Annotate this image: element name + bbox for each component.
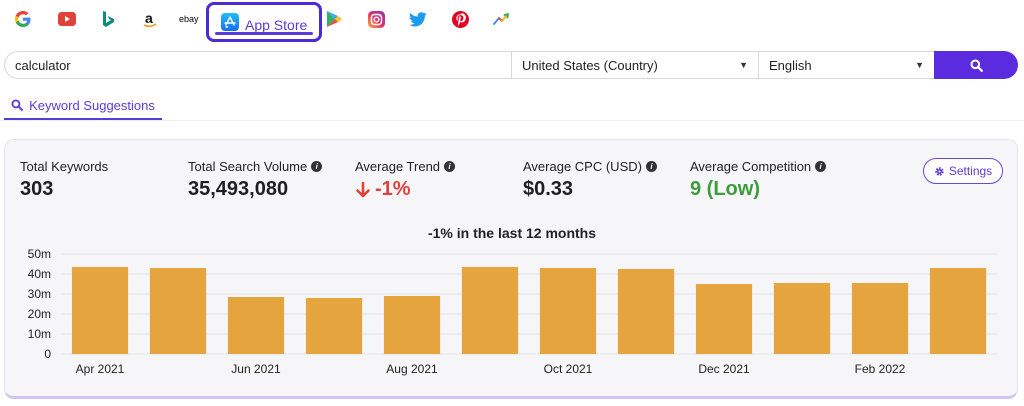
search-icon: [11, 99, 24, 111]
stat-total-keywords: Total Keywords 303: [20, 159, 108, 201]
language-select-value: English: [769, 57, 812, 73]
chevron-down-icon: ▼: [739, 60, 748, 70]
bar[interactable]: [929, 268, 987, 354]
search-volume-chart: 0 10m 20m 30m 40m 50m Apr 2021 Jun 2021 Aug 202…: [28, 247, 997, 376]
bar[interactable]: [851, 283, 909, 354]
x-tick-label: Dec 2021: [698, 362, 750, 376]
info-icon[interactable]: i: [645, 161, 657, 172]
tab-keyword-suggestions-label: Keyword Suggestions: [29, 97, 155, 113]
country-select[interactable]: United States (Country) ▼: [511, 51, 758, 79]
bar[interactable]: [695, 284, 753, 354]
arrow-down-icon: [356, 181, 370, 197]
search-button[interactable]: [934, 51, 1018, 79]
tab-divider: [0, 120, 1024, 121]
chart-title: -1% in the last 12 months: [427, 225, 597, 241]
stat-label: Average Competition: [690, 159, 812, 174]
app-store-label: App Store: [245, 16, 308, 33]
x-tick-label: Oct 2021: [544, 362, 593, 376]
y-tick-label: 0: [44, 347, 51, 361]
bar[interactable]: [383, 296, 441, 354]
stat-average-competition: Average Competition i 9 (Low): [690, 159, 827, 201]
pinterest-icon[interactable]: [449, 8, 471, 30]
info-icon[interactable]: i: [444, 161, 456, 172]
svg-text:a: a: [145, 10, 153, 26]
keyword-input[interactable]: [4, 51, 511, 79]
bar[interactable]: [461, 267, 519, 354]
ebay-icon[interactable]: ebay: [178, 8, 204, 30]
trends-icon[interactable]: [491, 8, 513, 30]
y-tick-label: 40m: [28, 267, 51, 281]
overview-card: Total Keywords 303 Total Search Volume i…: [4, 139, 1018, 399]
source-bar: a ebay App Store: [0, 0, 1024, 42]
info-icon[interactable]: i: [311, 161, 323, 172]
x-tick-label: Aug 2021: [386, 362, 438, 376]
bar[interactable]: [71, 267, 129, 354]
info-icon[interactable]: i: [815, 161, 827, 172]
stat-label: Average CPC (USD): [523, 159, 642, 174]
x-tick-label: Jun 2021: [231, 362, 281, 376]
stat-value: 9 (Low): [690, 178, 760, 200]
active-tab-underline: [4, 118, 162, 120]
google-icon[interactable]: [12, 8, 34, 30]
language-select[interactable]: English ▼: [758, 51, 934, 79]
stat-total-search-volume: Total Search Volume i 35,493,080: [188, 159, 323, 201]
stat-average-trend: Average Trend i -1%: [355, 159, 456, 201]
stat-value: 303: [20, 178, 54, 200]
bar[interactable]: [227, 297, 285, 354]
bar[interactable]: [617, 269, 675, 354]
y-tick-label: 50m: [28, 247, 51, 261]
x-tick-label: Apr 2021: [76, 362, 125, 376]
stat-value: 35,493,080: [188, 178, 289, 200]
bar[interactable]: [305, 298, 363, 354]
instagram-icon[interactable]: [365, 8, 387, 30]
settings-button-label: Settings: [948, 164, 993, 178]
chevron-down-icon: ▼: [915, 60, 924, 70]
y-tick-label: 20m: [28, 307, 51, 321]
stat-label: Total Search Volume: [188, 159, 308, 174]
country-select-value: United States (Country): [522, 57, 658, 73]
youtube-icon[interactable]: [56, 8, 78, 30]
x-tick-label: Feb 2022: [855, 362, 906, 376]
amazon-icon[interactable]: a: [139, 8, 161, 30]
play-store-icon[interactable]: [323, 8, 345, 30]
y-tick-label: 30m: [28, 287, 51, 301]
settings-button[interactable]: Settings: [923, 158, 1003, 184]
stat-label: Average Trend: [355, 159, 441, 174]
source-tab-app-store[interactable]: App Store: [206, 2, 322, 42]
bar[interactable]: [149, 268, 207, 354]
active-source-underline: [215, 32, 313, 35]
bar[interactable]: [539, 268, 597, 354]
stat-value: $0.33: [523, 178, 574, 200]
stat-label: Total Keywords: [20, 159, 109, 174]
stat-average-cpc: Average CPC (USD) i $0.33: [523, 159, 657, 201]
stat-value: -1%: [375, 178, 411, 200]
bar[interactable]: [773, 283, 831, 354]
y-tick-label: 10m: [28, 327, 51, 341]
bing-icon[interactable]: [97, 8, 119, 30]
ebay-logo-text: ebay: [179, 14, 199, 24]
search-bar: United States (Country) ▼ English ▼: [4, 51, 1018, 79]
app-store-icon: [221, 13, 239, 36]
twitter-icon[interactable]: [407, 8, 429, 30]
search-icon: [970, 59, 983, 72]
tab-keyword-suggestions[interactable]: Keyword Suggestions: [4, 90, 162, 120]
gear-icon: [935, 166, 944, 176]
